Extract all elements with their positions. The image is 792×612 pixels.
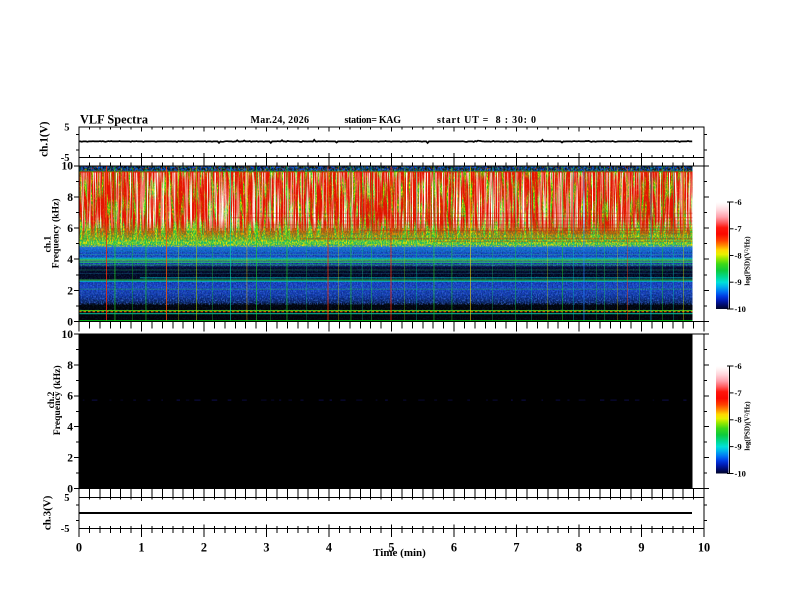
svg-text:log(PSD)(V²/Hz): log(PSD)(V²/Hz): [743, 236, 751, 286]
svg-text:8: 8: [67, 360, 73, 372]
svg-text:Mar.24, 2026: Mar.24, 2026: [251, 115, 310, 126]
svg-text:Frequency (kHz): Frequency (kHz): [52, 365, 63, 435]
svg-text:6: 6: [451, 541, 457, 555]
svg-text:5: 5: [64, 493, 69, 504]
svg-text:8: 8: [576, 541, 582, 555]
svg-text:9: 9: [638, 541, 644, 555]
svg-text:0: 0: [67, 316, 73, 328]
svg-text:6: 6: [67, 223, 73, 235]
svg-text:6: 6: [67, 391, 73, 403]
svg-text:-8: -8: [735, 250, 742, 260]
svg-text:5: 5: [388, 541, 394, 555]
svg-text:ch.2: ch.2: [46, 391, 57, 408]
svg-text:7: 7: [513, 541, 519, 555]
svg-text:-5: -5: [61, 524, 70, 535]
svg-text:-9: -9: [735, 277, 742, 287]
svg-text:log(PSD)(V²/Hz): log(PSD)(V²/Hz): [743, 401, 751, 451]
svg-text:5: 5: [64, 123, 69, 134]
svg-text:ch.1(V): ch.1(V): [39, 121, 51, 157]
svg-text:10: 10: [62, 161, 74, 173]
svg-text:2: 2: [67, 453, 73, 465]
svg-text:ch.1: ch.1: [43, 236, 54, 253]
svg-text:station= KAG: station= KAG: [345, 115, 402, 126]
svg-text:4: 4: [67, 254, 73, 266]
svg-text:-9: -9: [735, 442, 742, 452]
svg-text:2: 2: [201, 541, 207, 555]
svg-text:Frequency (kHz): Frequency (kHz): [51, 198, 62, 268]
svg-text:-7: -7: [735, 388, 743, 398]
svg-text:4: 4: [326, 541, 332, 555]
svg-text:start UT = 8 : 30: 0: start UT = 8 : 30: 0: [437, 115, 536, 126]
svg-text:-10: -10: [735, 304, 746, 314]
svg-text:ch.3(V): ch.3(V): [42, 495, 54, 530]
svg-text:3: 3: [263, 541, 269, 555]
svg-text:VLF Spectra: VLF Spectra: [80, 112, 148, 126]
svg-text:-5: -5: [61, 153, 70, 164]
svg-text:10: 10: [698, 541, 710, 555]
svg-text:4: 4: [67, 422, 73, 434]
svg-text:0: 0: [67, 483, 73, 495]
svg-text:-6: -6: [735, 197, 742, 207]
svg-text:0: 0: [76, 541, 82, 555]
svg-text:8: 8: [67, 192, 73, 204]
svg-text:1: 1: [138, 541, 144, 555]
svg-text:-6: -6: [735, 361, 742, 371]
svg-text:Time (min): Time (min): [373, 547, 426, 559]
svg-text:2: 2: [67, 285, 73, 297]
svg-text:-10: -10: [735, 468, 746, 478]
svg-text:-7: -7: [735, 224, 743, 234]
svg-text:-8: -8: [735, 415, 742, 425]
svg-text:10: 10: [62, 329, 74, 341]
